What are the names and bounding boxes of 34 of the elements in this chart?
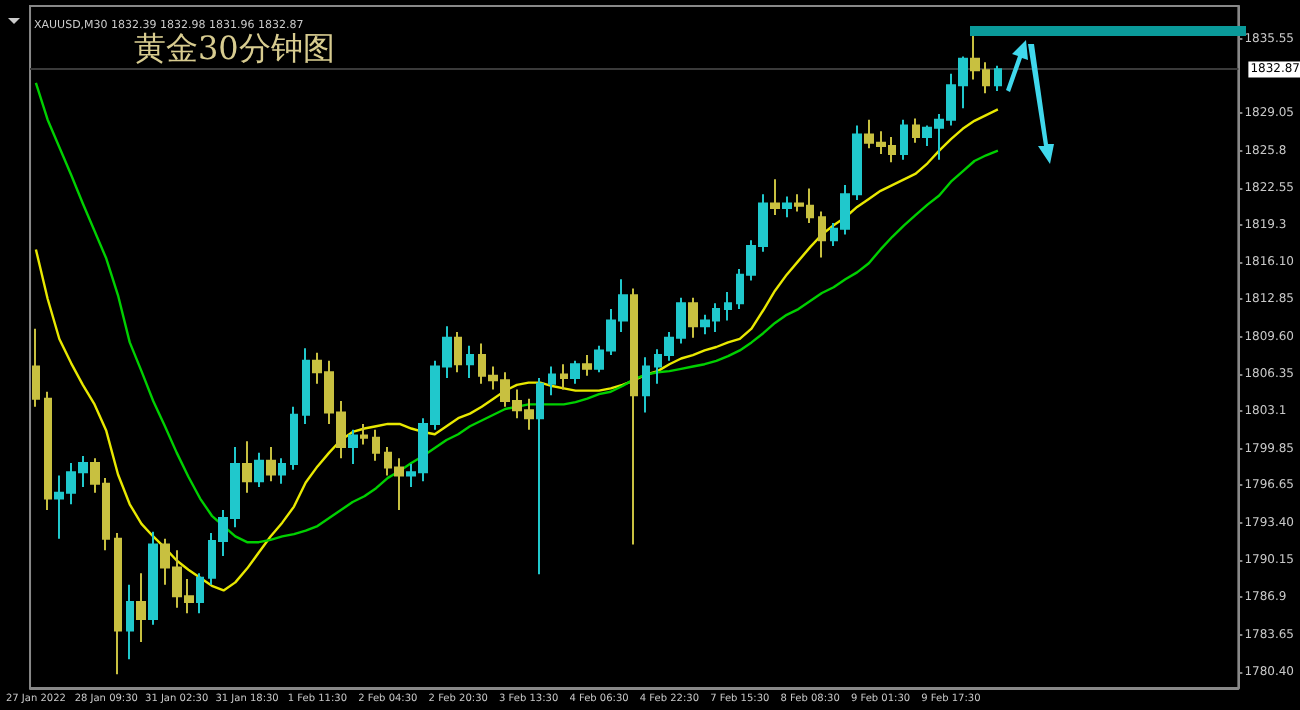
- candlestick: [32, 327, 40, 408]
- candlestick: [782, 195, 792, 219]
- candlestick: [44, 390, 52, 512]
- candlestick: [900, 118, 908, 161]
- candlestick: [688, 296, 698, 339]
- candlestick: [724, 290, 732, 322]
- candlestick: [372, 428, 380, 462]
- candlestick: [912, 117, 920, 144]
- candlestick: [548, 365, 556, 397]
- candlestick: [818, 210, 826, 259]
- candlestick: [126, 583, 134, 661]
- candlestick: [770, 178, 780, 216]
- candlestick: [454, 331, 462, 374]
- text: 黄金30分钟图: [134, 29, 335, 67]
- candlestick: [266, 445, 276, 483]
- candlestick: [642, 356, 650, 414]
- candlestick: [136, 572, 146, 644]
- candlestick: [254, 451, 264, 489]
- candlestick: [278, 457, 286, 485]
- candlestick: [242, 440, 252, 494]
- candlestick: [148, 530, 158, 626]
- candlestick: [360, 422, 368, 446]
- candlestick: [290, 405, 298, 471]
- candlestick: [348, 428, 358, 466]
- candlestick: [466, 344, 474, 379]
- candlestick: [560, 363, 568, 391]
- candlestick: [570, 359, 580, 385]
- candlestick: [536, 377, 544, 576]
- candlestick: [630, 287, 638, 546]
- candlestick: [114, 532, 122, 676]
- candlestick: [994, 64, 1002, 92]
- candlestick: [582, 354, 592, 377]
- candlestick: [302, 347, 310, 425]
- candlestick: [196, 572, 204, 615]
